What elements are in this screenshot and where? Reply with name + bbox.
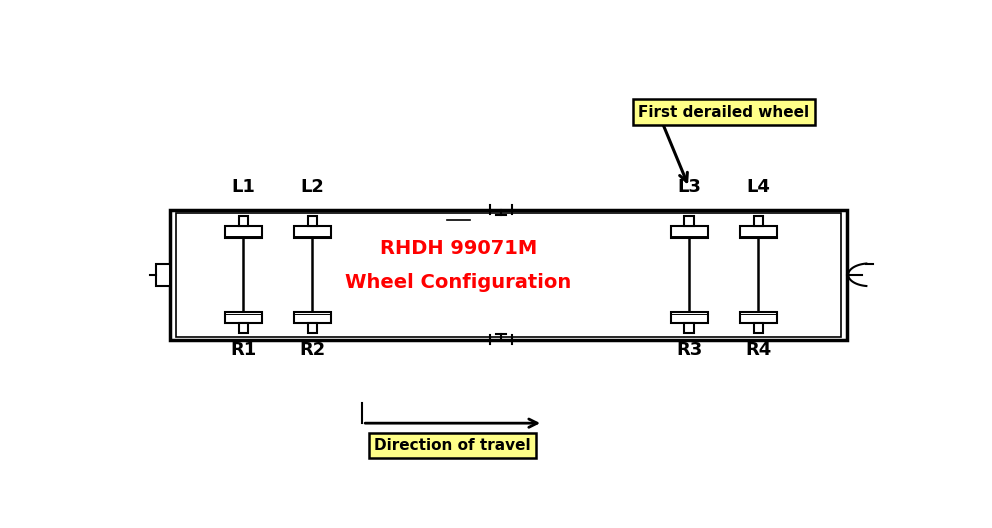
Bar bbox=[294, 227, 330, 238]
Bar bbox=[740, 227, 777, 238]
Text: Direction of travel: Direction of travel bbox=[374, 438, 531, 453]
Bar bbox=[684, 216, 693, 227]
Text: L1: L1 bbox=[231, 178, 255, 196]
Bar bbox=[754, 216, 763, 227]
Bar bbox=[294, 312, 330, 323]
Bar bbox=[238, 323, 248, 333]
Bar bbox=[671, 227, 707, 238]
Bar bbox=[157, 263, 171, 286]
Bar bbox=[225, 227, 262, 238]
Text: R2: R2 bbox=[300, 341, 325, 359]
Bar bbox=[740, 312, 777, 323]
Bar bbox=[225, 312, 262, 323]
Bar bbox=[308, 216, 317, 227]
Bar bbox=[171, 210, 847, 340]
Text: Wheel Configuration: Wheel Configuration bbox=[345, 272, 571, 291]
Text: R1: R1 bbox=[230, 341, 256, 359]
Bar bbox=[177, 213, 840, 336]
Text: R3: R3 bbox=[676, 341, 702, 359]
Text: L3: L3 bbox=[678, 178, 701, 196]
Text: RHDH 99071M: RHDH 99071M bbox=[380, 239, 537, 258]
Bar bbox=[754, 323, 763, 333]
Bar bbox=[238, 216, 248, 227]
Bar bbox=[684, 323, 693, 333]
Text: L2: L2 bbox=[301, 178, 324, 196]
Bar bbox=[671, 312, 707, 323]
Text: R4: R4 bbox=[745, 341, 772, 359]
Text: L4: L4 bbox=[746, 178, 770, 196]
Text: First derailed wheel: First derailed wheel bbox=[638, 105, 809, 120]
Bar bbox=[308, 323, 317, 333]
